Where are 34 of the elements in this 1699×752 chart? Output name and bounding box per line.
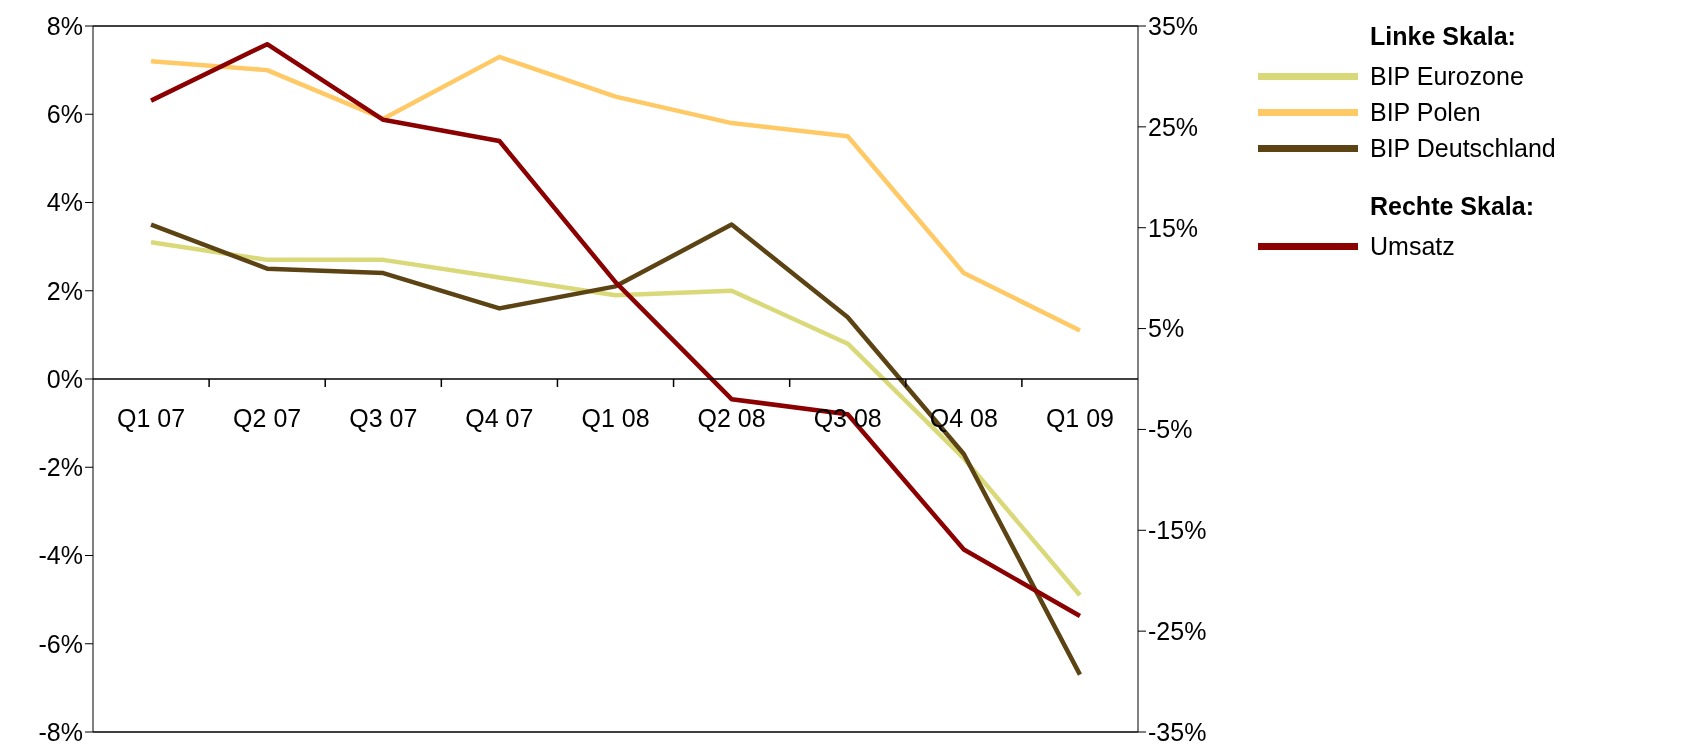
text: Linke Skala:: [1370, 22, 1517, 52]
line-series: [148, 222, 1083, 677]
y2-tick-label: -15%: [1148, 516, 1207, 545]
x-tick-label: Q2 08: [697, 404, 766, 432]
x-tick-label: Q1 09: [1045, 404, 1114, 432]
y2-tick-label: 5%: [1148, 314, 1185, 343]
legend-label: Umsatz: [1370, 231, 1455, 261]
x-tick-label: Q1 07: [117, 404, 186, 432]
y2-tick-label: 25%: [1148, 112, 1199, 141]
x-tick-label: Q2 07: [233, 404, 302, 432]
legend-label: BIP Deutschland: [1370, 133, 1556, 163]
y-tick-label: 0%: [46, 364, 83, 393]
line-series: [148, 41, 1083, 619]
x-tick-label: Q1 08: [581, 404, 650, 432]
line-series: [148, 54, 1083, 333]
y-tick-label: 2%: [46, 276, 83, 305]
y-tick-label: -2%: [38, 453, 83, 482]
y-tick-label: -4%: [38, 541, 83, 570]
x-tick-label: Q4 07: [465, 404, 534, 432]
text: Rechte Skala:: [1370, 192, 1535, 222]
y2-tick-label: -25%: [1148, 617, 1207, 646]
y2-tick-label: -35%: [1148, 717, 1207, 746]
y-tick-label: -6%: [38, 629, 83, 658]
legend-label: BIP Polen: [1370, 97, 1481, 127]
line-series: [148, 239, 1083, 598]
y2-tick-label: -5%: [1148, 415, 1193, 444]
y-tick-label: 8%: [46, 11, 83, 40]
y-tick-label: -8%: [38, 717, 83, 746]
y-tick-label: 4%: [46, 188, 83, 217]
y-tick-label: 6%: [46, 100, 83, 129]
y2-tick-label: 15%: [1148, 213, 1199, 242]
legend-label: BIP Eurozone: [1370, 61, 1524, 91]
x-tick-label: Q3 07: [349, 404, 418, 432]
y2-tick-label: 35%: [1148, 11, 1199, 40]
